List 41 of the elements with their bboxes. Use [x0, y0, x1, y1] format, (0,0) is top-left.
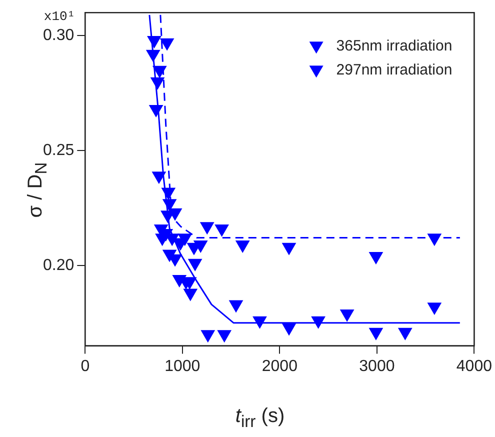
x-tick-label: 2000 — [262, 358, 298, 375]
text: x10¹ — [44, 9, 76, 24]
point — [218, 330, 232, 342]
point — [162, 199, 176, 211]
y-tick-label: 0.30 — [43, 26, 74, 44]
point — [369, 328, 383, 340]
point — [152, 66, 166, 78]
x-axis-title: t$_{irr}$ (s) — [235, 405, 285, 432]
point — [340, 309, 354, 322]
point — [184, 288, 198, 301]
point — [236, 240, 250, 252]
legend-label: 297nm irradiation — [336, 62, 452, 79]
x-tick-label: 0 — [80, 358, 90, 375]
point — [428, 234, 442, 246]
x-tick-label: 3000 — [359, 358, 395, 375]
point — [146, 50, 160, 62]
point — [150, 77, 164, 90]
point — [282, 323, 296, 336]
y-tick-label: 0.20 — [43, 256, 74, 274]
point — [398, 328, 412, 340]
point — [152, 172, 166, 184]
point — [162, 250, 176, 262]
point — [162, 188, 176, 200]
point — [147, 36, 161, 48]
point — [253, 316, 266, 328]
point — [215, 224, 229, 236]
point — [428, 302, 442, 314]
point — [229, 300, 243, 312]
point — [312, 316, 325, 328]
x-tick-label: 1000 — [164, 358, 200, 375]
point — [369, 252, 383, 264]
x-tick-label: 4000 — [456, 358, 492, 375]
point — [200, 222, 214, 234]
point — [201, 330, 215, 342]
point — [282, 242, 296, 255]
point — [149, 104, 163, 117]
point — [188, 258, 202, 271]
point — [168, 208, 182, 220]
point — [160, 38, 174, 50]
legend-label: 365nm irradiation — [336, 38, 452, 55]
y-tick-label: 0.25 — [43, 142, 74, 159]
